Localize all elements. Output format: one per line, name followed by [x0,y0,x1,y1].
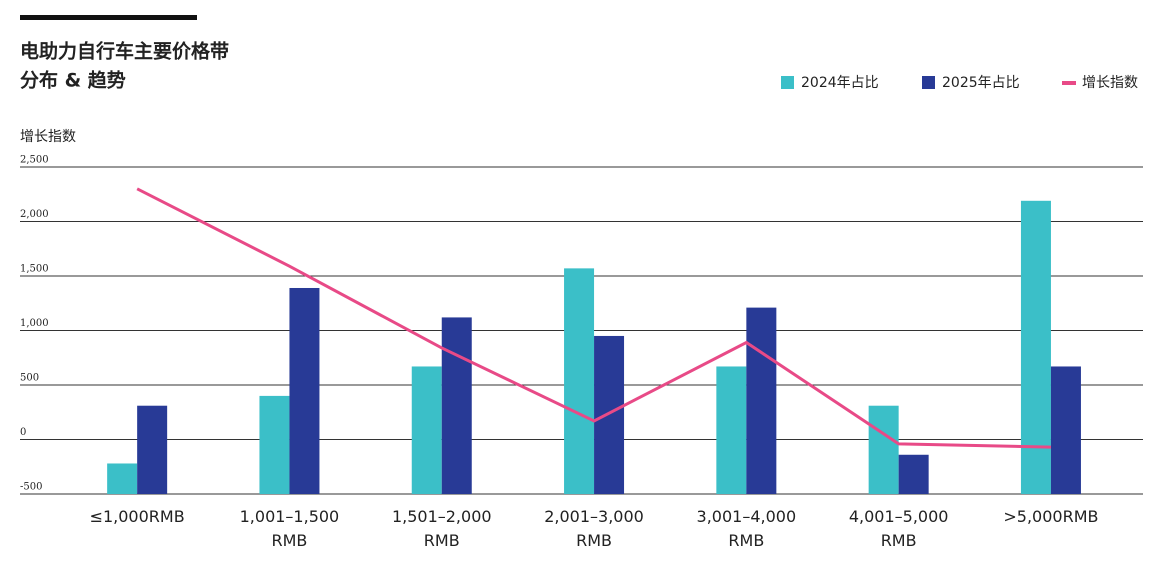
y-tick-label: 0 [20,427,26,438]
y-tick-label: -500 [20,482,42,493]
bar [564,268,595,494]
x-tick-label: 3,001–4,000 RMB [696,507,797,550]
bar [1020,200,1051,495]
legend-label: 2024年占比 [801,75,879,91]
legend-swatch [922,76,935,89]
legend-swatch [781,76,794,89]
bar [137,405,168,494]
y-tick-label: 1,500 [20,264,49,275]
bar [107,463,138,494]
line [136,187,1051,449]
y-tick-label: 1,000 [20,318,49,329]
bar [716,366,747,494]
bar [868,405,899,494]
x-tick-label: 4,001–5,000 RMB [848,507,949,550]
y-axis-label: 增长指数 [20,129,76,145]
legend-label: 增长指数 [1082,75,1138,91]
bar [746,307,777,494]
chart-title: 分布 & 趋势 [20,69,126,92]
x-tick-label: 1,001–1,500 RMB [239,507,340,550]
legend-label: 2025年占比 [942,75,1020,91]
bar [289,287,320,494]
x-tick-label: >5,000RMB [1003,507,1099,526]
x-tick-label: 2,001–3,000 RMB [544,507,644,550]
bar [441,317,472,494]
x-tick-label: ≤1,000RMB [89,507,185,526]
bar [594,335,625,494]
bar [259,395,290,494]
y-tick-label: 2,000 [20,209,49,220]
decor-bar [20,15,197,20]
bar [1050,366,1081,494]
y-tick-label: 500 [20,373,39,384]
chart-title: 电助力自行车主要价格带 [20,40,229,63]
x-tick-label: 1,501–2,000 RMB [391,507,492,550]
bar [898,454,929,494]
bar [411,366,442,494]
y-tick-label: 2,500 [20,155,49,166]
